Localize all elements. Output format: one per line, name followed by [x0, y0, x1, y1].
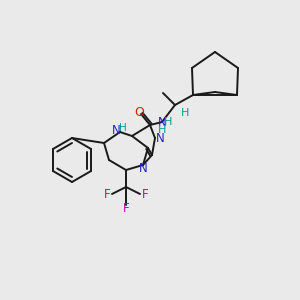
Text: N: N: [139, 163, 147, 176]
Text: F: F: [104, 188, 110, 200]
Text: H: H: [119, 123, 127, 133]
Text: F: F: [123, 202, 129, 215]
Text: N: N: [156, 131, 164, 145]
Text: N: N: [158, 116, 166, 128]
Text: H: H: [158, 125, 166, 135]
Text: N: N: [112, 124, 120, 136]
Text: O: O: [134, 106, 144, 118]
Text: F: F: [142, 188, 148, 200]
Text: H: H: [181, 108, 189, 118]
Text: H: H: [164, 117, 172, 127]
